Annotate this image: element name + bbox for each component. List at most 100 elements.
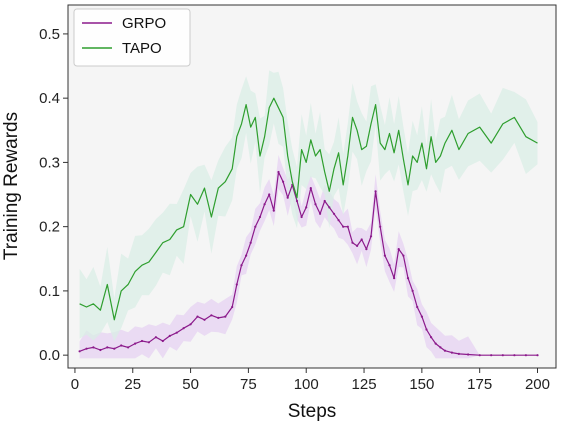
y-tick-label: 0.5 (39, 26, 60, 43)
grpo-point (134, 342, 137, 345)
grpo-point (434, 342, 437, 345)
legend-tapo-label: TAPO (122, 40, 162, 57)
grpo-point (356, 244, 359, 247)
grpo-point (314, 203, 317, 206)
grpo-point (224, 315, 227, 318)
grpo-point (360, 238, 363, 241)
grpo-point (374, 190, 377, 193)
x-tick-label: 25 (124, 376, 141, 393)
grpo-point (397, 248, 400, 251)
grpo-point (258, 215, 262, 219)
tapo-band (79, 70, 538, 342)
grpo-point (379, 225, 382, 228)
grpo-point (210, 314, 213, 317)
grpo-point (416, 305, 419, 309)
grpo-point (127, 346, 130, 349)
y-tick-label: 0.4 (39, 90, 60, 107)
grpo-point (309, 187, 312, 190)
plot-frame (67, 4, 557, 369)
grpo-point (536, 354, 539, 357)
y-axis-title: Training Rewards (1, 112, 22, 260)
grpo-point (272, 209, 275, 212)
y-tick-label: 0.3 (39, 154, 60, 171)
grpo-point (388, 264, 391, 267)
grpo-point (420, 315, 423, 318)
grpo-point (282, 180, 285, 183)
grpo-point (337, 219, 340, 222)
grpo-point (501, 354, 504, 357)
y-tick-label: 0.2 (39, 219, 60, 236)
grpo-point (168, 334, 171, 337)
grpo-point (328, 206, 331, 209)
grpo-point (467, 353, 470, 356)
grpo-point (203, 318, 206, 321)
y-tick-label: 0.1 (39, 283, 60, 300)
grpo-point (332, 212, 336, 215)
x-tick-label: 175 (467, 376, 492, 393)
grpo-point (240, 264, 243, 267)
grpo-point (457, 352, 460, 355)
grpo-point (235, 283, 238, 286)
grpo-point (175, 331, 178, 334)
grpo-point (450, 351, 453, 354)
grpo-point (351, 241, 354, 244)
legend-grpo-label: GRPO (122, 15, 166, 32)
grpo-point (106, 346, 109, 349)
grpo-point (383, 254, 386, 257)
legend: GRPO TAPO (73, 8, 191, 67)
grpo-point (411, 289, 414, 292)
grpo-point (430, 336, 433, 339)
x-tick-label: 100 (294, 376, 319, 393)
grpo-point (154, 336, 157, 339)
grpo-point (99, 348, 102, 352)
grpo-point (443, 349, 447, 352)
grpo-point (439, 346, 442, 349)
grpo-point (78, 350, 81, 353)
x-tick-label: 125 (352, 376, 377, 393)
grpo-point (85, 347, 88, 350)
grpo-point (263, 203, 266, 206)
grpo-point (393, 277, 396, 280)
grpo-point (342, 225, 345, 228)
grpo-point (524, 354, 528, 357)
grpo-point (254, 225, 257, 228)
tapo-line (79, 97, 538, 321)
grpo-point (323, 199, 326, 203)
grpo-point (300, 215, 303, 219)
x-tick-label: 75 (240, 376, 257, 393)
grpo-point (140, 339, 144, 343)
grpo-point (286, 196, 289, 199)
grpo-point (182, 327, 185, 330)
grpo-point (490, 354, 493, 357)
x-tick-label: 50 (182, 376, 199, 393)
grpo-point (402, 254, 405, 257)
grpo-point (305, 206, 308, 209)
confidence-bands (79, 70, 538, 359)
grpo-band (79, 155, 538, 359)
x-tick-label: 0 (71, 376, 79, 393)
grpo-point (217, 316, 220, 319)
grpo-point (369, 235, 373, 238)
grpo-point (147, 341, 150, 344)
x-axis-title: Steps (288, 401, 337, 422)
x-tick-label: 200 (525, 376, 550, 393)
grpo-point (113, 347, 116, 350)
y-axis-ticks: 0.0 0.1 0.2 0.3 0.4 0.5 (39, 26, 68, 364)
grpo-point (425, 328, 428, 331)
grpo-point (513, 354, 516, 357)
grpo-point (161, 339, 164, 343)
grpo-line (79, 171, 538, 356)
series-lines (78, 97, 539, 357)
grpo-point (478, 354, 481, 357)
grpo-point (319, 212, 322, 215)
x-axis-ticks: 0 25 50 75 100 125 150 175 200 (71, 368, 550, 393)
grpo-point (406, 277, 410, 280)
x-tick-label: 150 (409, 376, 434, 393)
grpo-point (346, 225, 349, 228)
grpo-point (196, 315, 199, 318)
grpo-point (295, 199, 299, 203)
grpo-point (277, 170, 280, 174)
grpo-point (120, 344, 123, 347)
